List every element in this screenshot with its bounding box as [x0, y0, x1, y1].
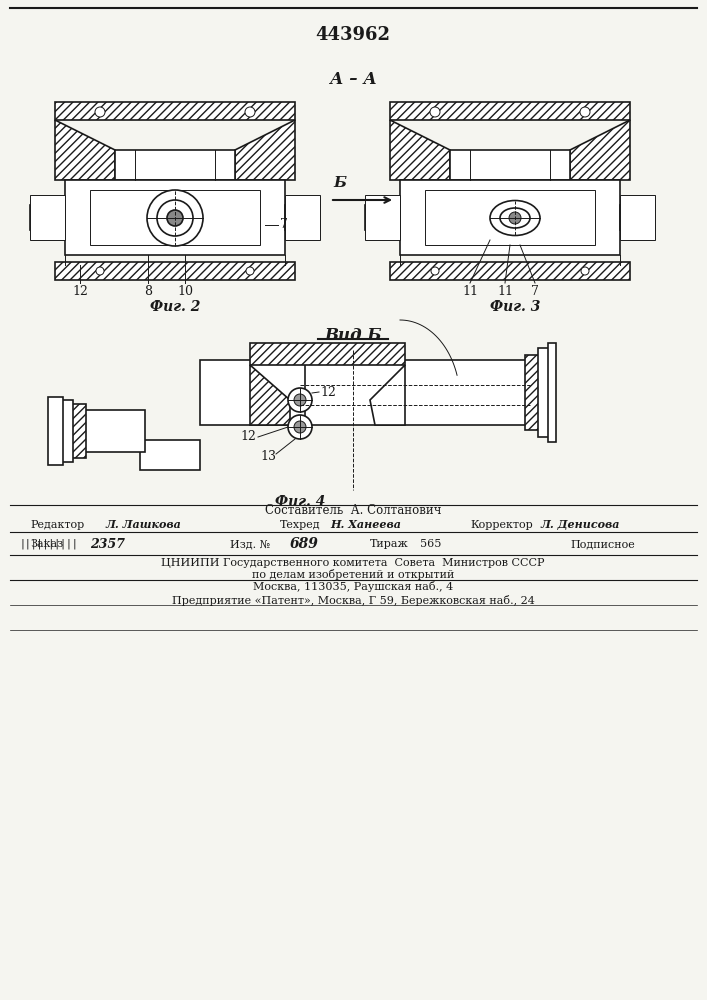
Ellipse shape — [490, 200, 540, 235]
Polygon shape — [140, 440, 200, 470]
Text: 565: 565 — [420, 539, 441, 549]
Circle shape — [288, 415, 312, 439]
Circle shape — [509, 212, 521, 224]
Polygon shape — [570, 120, 630, 180]
Ellipse shape — [500, 208, 530, 228]
Bar — [48, 397, 63, 465]
Circle shape — [96, 267, 104, 275]
Circle shape — [246, 267, 254, 275]
Text: 12: 12 — [240, 430, 256, 444]
Bar — [90, 190, 260, 245]
Bar — [365, 205, 400, 230]
Text: 12: 12 — [72, 285, 88, 298]
Text: Б: Б — [334, 176, 346, 190]
Circle shape — [245, 107, 255, 117]
Bar — [390, 262, 630, 280]
Polygon shape — [235, 120, 295, 180]
Text: Москва, 113035, Раушская наб., 4: Москва, 113035, Раушская наб., 4 — [253, 582, 453, 592]
Text: Техред: Техред — [280, 520, 321, 530]
Circle shape — [294, 421, 306, 433]
Polygon shape — [370, 365, 405, 425]
Bar — [400, 180, 620, 255]
Text: 8: 8 — [144, 285, 152, 298]
Bar — [285, 205, 320, 230]
Bar — [450, 150, 570, 180]
Circle shape — [430, 107, 440, 117]
Text: Н. Ханеева: Н. Ханеева — [330, 520, 401, 530]
Text: Редактор: Редактор — [30, 520, 84, 530]
Text: 689: 689 — [290, 537, 319, 551]
Text: Составитель  А. Солтанович: Составитель А. Солтанович — [264, 504, 441, 516]
Text: Фиг. 2: Фиг. 2 — [150, 300, 200, 314]
Bar — [285, 195, 320, 240]
Text: Вид Б: Вид Б — [325, 326, 382, 344]
Bar — [80, 410, 145, 452]
Bar — [525, 355, 540, 430]
Text: Л. Денисова: Л. Денисова — [540, 520, 619, 530]
Circle shape — [147, 190, 203, 246]
Text: Фиг. 4: Фиг. 4 — [275, 495, 325, 509]
Text: 10: 10 — [177, 285, 193, 298]
Text: Фиг. 3: Фиг. 3 — [490, 300, 540, 314]
Text: Л. Лашкова: Л. Лашкова — [105, 520, 181, 530]
Bar — [250, 343, 405, 365]
Circle shape — [294, 394, 306, 406]
Bar — [538, 348, 550, 437]
Bar — [620, 205, 655, 230]
Text: ЦНИИПИ Государственного комитета  Совета  Министров СССР: ЦНИИПИ Государственного комитета Совета … — [161, 558, 545, 568]
Text: 11: 11 — [497, 285, 513, 298]
Text: Тираж: Тираж — [370, 539, 409, 549]
Text: 7: 7 — [531, 285, 539, 298]
Circle shape — [157, 200, 193, 236]
Text: 11: 11 — [462, 285, 478, 298]
Text: 443962: 443962 — [315, 26, 390, 44]
Bar — [65, 180, 285, 255]
Bar — [58, 400, 73, 462]
Bar — [115, 150, 235, 180]
Text: Заказ: Заказ — [30, 539, 63, 549]
Text: Подписное: Подписное — [570, 539, 635, 549]
Text: Предприятие «Патент», Москва, Г 59, Бережковская наб., 24: Предприятие «Патент», Москва, Г 59, Бере… — [172, 594, 534, 605]
Text: по делам изобретений и открытий: по делам изобретений и открытий — [252, 570, 454, 580]
Circle shape — [95, 107, 105, 117]
Polygon shape — [250, 365, 290, 425]
Bar — [55, 262, 295, 280]
Bar — [30, 195, 65, 240]
Bar — [300, 360, 530, 425]
Text: Корректор: Корректор — [470, 520, 533, 530]
Text: 12: 12 — [320, 385, 336, 398]
Bar — [620, 195, 655, 240]
Polygon shape — [390, 120, 450, 180]
Text: 13: 13 — [260, 450, 276, 464]
Bar — [548, 343, 556, 442]
Circle shape — [167, 210, 183, 226]
Text: 7: 7 — [280, 219, 288, 232]
Bar — [425, 190, 595, 245]
Bar — [200, 360, 305, 425]
Circle shape — [431, 267, 439, 275]
Circle shape — [581, 267, 589, 275]
Bar — [68, 404, 86, 458]
Text: А – А: А – А — [329, 72, 376, 89]
Bar — [365, 195, 400, 240]
Text: Изд. №: Изд. № — [230, 539, 270, 549]
Text: ||||||||||: |||||||||| — [20, 539, 78, 549]
Text: 2357: 2357 — [90, 538, 125, 550]
Circle shape — [288, 388, 312, 412]
Circle shape — [580, 107, 590, 117]
Polygon shape — [55, 120, 115, 180]
Bar — [390, 102, 630, 120]
Bar — [55, 102, 295, 120]
Bar — [30, 205, 65, 230]
